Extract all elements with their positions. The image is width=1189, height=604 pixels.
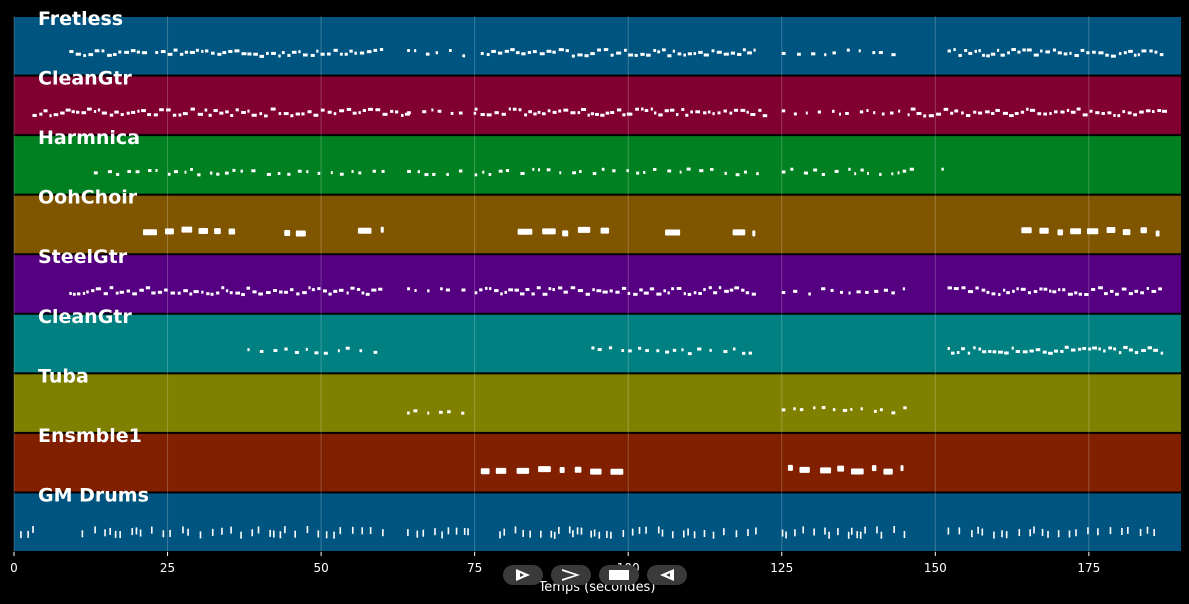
note-segment [407,48,466,58]
track-band [14,136,1181,194]
note-segment [781,406,907,415]
note-segment [947,286,1163,297]
note-segment [732,229,756,237]
play-left-outline-icon [660,569,674,581]
note-segment [480,48,756,58]
note-segment [32,107,246,118]
note-segment [69,49,148,58]
note-segment [474,167,759,177]
stop-icon [609,570,629,580]
note-segment [480,466,624,475]
note-segment [142,226,236,236]
play-outline-icon [516,569,530,581]
note-segment [357,226,384,234]
back-button[interactable] [647,565,687,585]
x-tick-label: 0 [10,561,18,575]
note-segment [407,527,469,539]
note-segment [781,109,910,117]
track-label: Ensmble1 [38,425,142,447]
note-segment [781,525,906,539]
x-tick-label: 75 [467,561,482,575]
note-segment [284,229,306,237]
note-segment [628,107,768,118]
notes-layer [20,47,1168,539]
track-label: Harmnica [38,127,140,149]
note-segment [781,167,914,176]
note-segment [781,48,896,57]
forward-button[interactable] [551,565,591,585]
track-band [14,314,1181,373]
track-band [14,493,1181,551]
note-segment [247,107,410,118]
chevron-right-icon [562,569,580,581]
track-label: GM Drums [38,484,149,506]
note-segment [947,526,1155,539]
note-segment [591,346,625,353]
play-outline-button[interactable] [503,565,543,585]
track-band [14,255,1181,313]
note-segment [499,526,757,539]
track-band [14,374,1181,432]
note-segment [474,286,756,296]
x-tick-label: 150 [924,561,947,575]
track-band [14,433,1181,492]
note-segment [947,345,1164,355]
note-segment [665,229,681,236]
track-label: CleanGtr [38,306,132,328]
note-segment [155,47,384,58]
note-segment [407,169,463,177]
note-segment [910,107,1168,118]
gridlines-layer [13,16,1090,552]
note-segment [781,287,905,296]
note-segment [93,167,385,177]
track-label: Tuba [38,365,89,387]
track-band [14,195,1181,254]
track-label: Fretless [38,8,123,30]
note-segment [247,346,378,355]
x-tick-label: 50 [313,561,328,575]
note-segment [407,409,465,415]
note-segment [20,525,34,539]
track-band [14,76,1181,135]
track-label: SteelGtr [38,246,128,268]
note-segment [628,346,753,356]
tracks-layer [14,17,1181,551]
note-segment [407,287,466,293]
stop-button[interactable] [599,565,639,585]
note-segment [1021,227,1160,237]
note-segment [787,464,904,475]
note-segment [407,108,477,115]
note-segment [81,526,384,539]
note-segment [941,167,944,171]
note-segment [69,286,383,297]
note-segment [947,48,1164,58]
x-tick-label: 125 [770,561,793,575]
x-tick-label: 25 [160,561,175,575]
x-tick-label: 175 [1077,561,1100,575]
track-labels-layer: Fretless CleanGtr Harmnica OohChoir SteelGtr… [38,8,149,506]
track-label: OohChoir [38,187,138,209]
track-band [14,17,1181,75]
note-segment [517,226,610,237]
track-label: CleanGtr [38,68,132,90]
